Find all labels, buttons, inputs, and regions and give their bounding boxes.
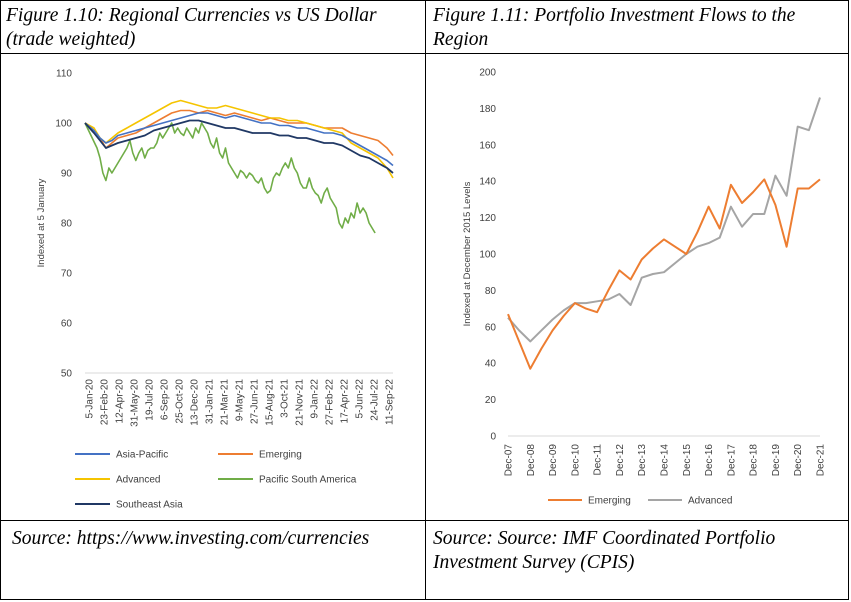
x-tick-label-left: 24-Jul-22: [370, 379, 381, 421]
x-tick-label-left: 19-Jul-20: [145, 379, 156, 421]
y-tick-label-left: 100: [55, 119, 72, 130]
series-line-advanced: [84, 99, 394, 179]
x-tick-label-left: 13-Dec-20: [190, 379, 201, 426]
x-tick-label-left: 31-Jan-21: [205, 379, 216, 424]
y-tick-label-right: 160: [479, 140, 496, 151]
series-line-pacific-south-america: [84, 122, 376, 234]
y-tick-label-right: 0: [490, 432, 496, 443]
left-source-text: Source: https://www.investing.com/curren…: [12, 528, 370, 549]
x-tick-label-right: Dec-20: [793, 444, 804, 477]
x-tick-label-left: 15-Aug-21: [265, 379, 276, 426]
y-tick-label-left: 90: [61, 169, 73, 180]
series-line-advanced: [507, 97, 821, 343]
x-tick-label-left: 17-Apr-22: [340, 379, 351, 424]
x-tick-label-right: Dec-11: [593, 444, 604, 476]
x-tick-label-left: 21-Nov-21: [295, 379, 306, 426]
x-tick-label-right: Dec-09: [548, 444, 559, 477]
series-line-emerging: [507, 178, 821, 370]
y-tick-label-right: 60: [485, 322, 497, 333]
x-tick-label-left: 21-Mar-21: [220, 379, 231, 426]
y-tick-label-right: 80: [485, 286, 497, 297]
y-tick-label-right: 200: [479, 68, 496, 79]
series-line-southeast-asia: [84, 119, 394, 174]
y-axis-label-right: Indexed at December 2015 Levels: [462, 181, 473, 326]
x-tick-label-left: 23-Feb-20: [100, 379, 111, 426]
y-tick-label-left: 80: [61, 219, 73, 230]
x-tick-label-left: 9-Jan-22: [310, 379, 321, 419]
legend-label-left: Pacific South America: [259, 475, 357, 486]
x-tick-label-right: Dec-13: [637, 444, 648, 477]
y-tick-label-left: 70: [61, 269, 73, 280]
x-tick-label-right: Dec-19: [771, 444, 782, 477]
y-tick-label-left: 60: [61, 319, 73, 330]
y-tick-label-right: 140: [479, 177, 496, 188]
x-tick-label-left: 5-Jun-22: [355, 379, 366, 419]
y-axis-label-left: Indexed at 5 January: [36, 178, 47, 267]
x-tick-label-left: 25-Oct-20: [175, 379, 186, 424]
x-tick-label-right: Dec-12: [615, 444, 626, 477]
x-tick-label-right: Dec-17: [726, 444, 737, 477]
legend-label-left: Advanced: [116, 475, 160, 486]
x-tick-label-right: Dec-15: [682, 444, 693, 477]
x-tick-label-right: Dec-07: [504, 444, 515, 477]
legend-label-right: Emerging: [588, 496, 631, 507]
x-tick-label-right: Dec-14: [660, 444, 671, 477]
series-line-emerging: [84, 109, 394, 156]
legend-label-left: Southeast Asia: [116, 500, 183, 511]
y-tick-label-left: 50: [61, 369, 73, 380]
y-tick-label-left: 110: [56, 69, 72, 80]
x-tick-label-right: Dec-08: [526, 444, 537, 477]
x-tick-label-left: 27-Jun-21: [250, 379, 261, 424]
x-tick-label-left: 31-May-20: [130, 379, 141, 427]
x-tick-label-left: 11-Sep-22: [385, 379, 396, 425]
x-tick-label-left: 12-Apr-20: [115, 379, 126, 424]
x-tick-label-left: 9-May-21: [235, 379, 246, 422]
y-tick-label-right: 180: [479, 104, 496, 115]
y-tick-label-right: 100: [479, 250, 496, 261]
x-tick-label-right: Dec-16: [704, 444, 715, 477]
x-tick-label-right: Dec-21: [816, 444, 827, 477]
right-source-cell: [425, 520, 849, 600]
series-line-asia-pacific: [84, 112, 394, 167]
x-tick-label-left: 5-Jan-20: [85, 379, 96, 419]
x-tick-label-left: 27-Feb-22: [325, 379, 336, 426]
legend-label-left: Asia-Pacific: [116, 450, 168, 461]
x-tick-label-left: 6-Sep-20: [160, 379, 171, 421]
y-tick-label-right: 20: [485, 395, 497, 406]
y-tick-label-right: 120: [479, 213, 496, 224]
left-figure-title: Figure 1.10: Regional Currencies vs US D…: [6, 5, 377, 50]
x-tick-label-left: 3-Oct-21: [280, 379, 291, 418]
y-tick-label-right: 40: [485, 359, 497, 370]
legend-label-right: Advanced: [688, 496, 732, 507]
x-tick-label-right: Dec-18: [749, 444, 760, 477]
right-figure-title: Figure 1.11: Portfolio Investment Flows …: [433, 5, 796, 50]
right-source-text: Source: Source: IMF Coordinated Portfoli…: [433, 528, 776, 573]
legend-label-left: Emerging: [259, 450, 302, 461]
x-tick-label-right: Dec-10: [570, 444, 581, 477]
